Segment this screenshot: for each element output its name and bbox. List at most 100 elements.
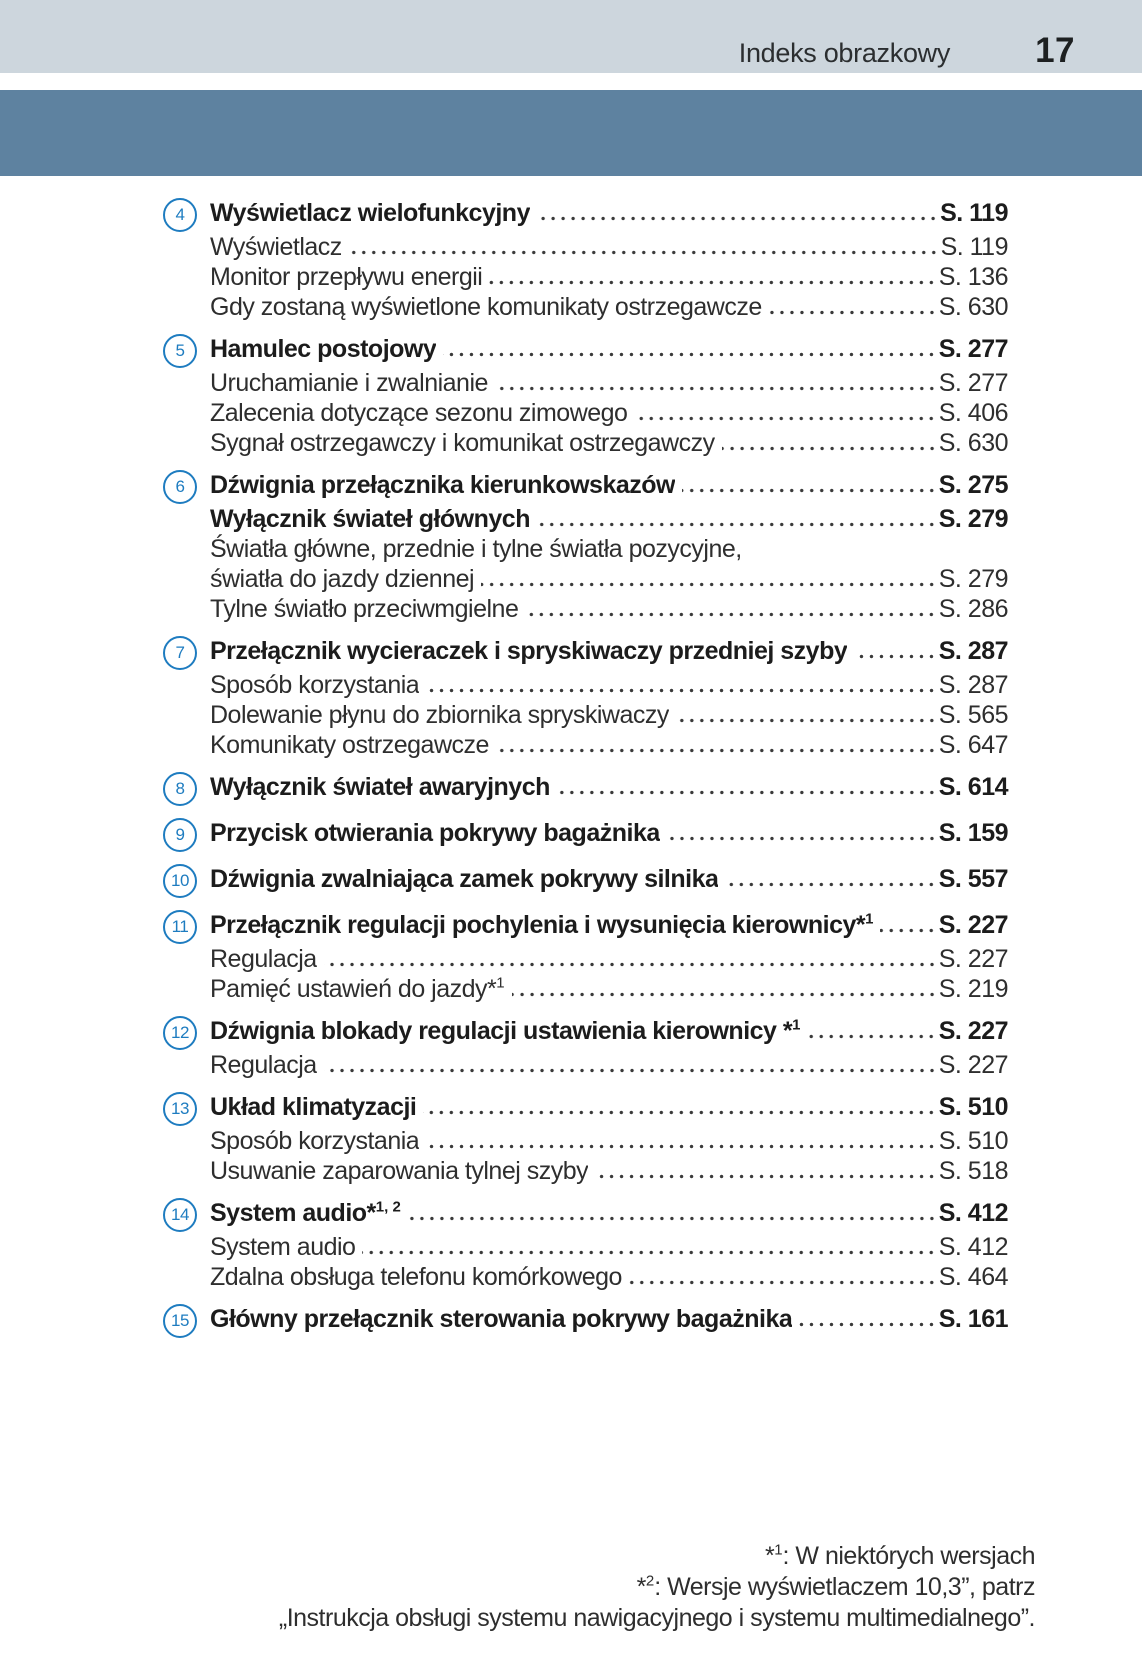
page-ref: S. 518	[938, 1157, 1009, 1185]
toc-entry-11: 11 Przełącznik regulacji pochylenia i wy…	[163, 910, 1009, 944]
page-ref: S. 275	[938, 471, 1009, 499]
subentry-label: Regulacja	[210, 945, 317, 973]
page-ref: S. 277	[938, 369, 1009, 397]
subentry-label: Światła główne, przednie i tylne światła…	[210, 535, 742, 563]
dotted-leader	[675, 718, 937, 723]
footnote-marker: 1	[774, 1541, 783, 1559]
subentry-label: Wyłącznik świateł głównych	[210, 505, 530, 533]
item-title: Przycisk otwierania pokrywy bagażnika	[210, 819, 660, 847]
page-ref: S. 287	[938, 637, 1009, 665]
subentry-label: System audio	[210, 1233, 356, 1261]
item-number-badge: 12	[163, 1016, 197, 1050]
subentry-label: Monitor przepływu energii	[210, 263, 483, 291]
dotted-leader	[536, 522, 937, 527]
dotted-leader	[768, 310, 937, 315]
item-title: Dźwignia zwalniająca zamek pokrywy silni…	[210, 865, 719, 893]
page-ref: S. 136	[938, 263, 1009, 291]
toc-entry-4: 4 Wyświetlacz wielofunkcyjny S. 119	[163, 198, 1008, 232]
item-number-badge: 14	[163, 1198, 197, 1232]
toc-subentry: Gdy zostaną wyświetlone komunikaty ostrz…	[163, 292, 1009, 322]
toc-entry-15: 15 Główny przełącznik sterowania pokrywy…	[163, 1304, 1009, 1338]
page-ref: S. 161	[938, 1305, 1009, 1333]
dotted-leader	[489, 280, 937, 285]
page-ref: S. 557	[938, 865, 1009, 893]
header-section-title: Indeks obrazkowy	[738, 38, 951, 68]
toc-subentry: Tylne światło przeciwmgielne S. 286	[163, 594, 1009, 624]
footnote-3: „Instrukcja obsługi systemu nawigacyjneg…	[278, 1604, 1036, 1632]
toc-entry-5: 5 Hamulec postojowy S. 277	[163, 334, 1009, 368]
item-title: Hamulec postojowy	[210, 335, 437, 363]
subentry-label: Sposób korzystania	[210, 1127, 420, 1155]
item-number-badge: 4	[163, 198, 197, 232]
subentry-label: Regulacja	[210, 1051, 317, 1079]
toc-subentry: Zalecenia dotyczące sezonu zimowego S. 4…	[163, 398, 1009, 428]
dotted-leader	[407, 1216, 937, 1221]
item-title: System audio*1, 2	[210, 1198, 401, 1227]
toc-subentry: Wyświetlacz S. 119	[163, 232, 1009, 262]
dotted-leader	[495, 748, 937, 753]
toc-subentry: Komunikaty ostrzegawcze S. 647	[163, 730, 1009, 760]
page-ref: S. 279	[938, 565, 1009, 593]
footnote-marker: 1	[792, 1016, 801, 1034]
subentry-label: Dolewanie płynu do zbiornika spryskiwacz…	[210, 701, 669, 729]
footnote-marker: 1	[865, 910, 874, 928]
item-number-badge: 15	[163, 1304, 197, 1338]
toc-subentry: Regulacja S. 227	[163, 1050, 1009, 1080]
toc-subentry: Sygnał ostrzegawczy i komunikat ostrzega…	[163, 428, 1009, 458]
subentry-label: Sygnał ostrzegawczy i komunikat ostrzega…	[210, 429, 715, 457]
page-ref: S. 227	[938, 911, 1009, 939]
dotted-leader	[348, 250, 939, 255]
page-ref: S. 119	[940, 199, 1008, 227]
dotted-leader	[362, 1250, 937, 1255]
subentry-label: Tylne światło przeciwmgielne	[210, 595, 519, 623]
header-page-number: 17	[1035, 31, 1075, 70]
item-number-badge: 5	[163, 334, 197, 368]
accent-band	[0, 90, 1142, 176]
dotted-leader	[628, 1280, 937, 1285]
toc-subentry: Sposób korzystania S. 287	[163, 670, 1009, 700]
dotted-leader	[423, 1110, 937, 1115]
page-ref: S. 630	[938, 293, 1009, 321]
footnotes-block: *1: W niektórych wersjach *2: Wersje wyś…	[163, 1541, 1036, 1634]
item-number-badge: 8	[163, 772, 197, 806]
page-ref: S. 464	[938, 1263, 1009, 1291]
page-ref: S. 647	[938, 731, 1009, 759]
toc-entry-7: 7 Przełącznik wycieraczek i spryskiwaczy…	[163, 636, 1009, 670]
page-ref: S. 287	[938, 671, 1009, 699]
item-number-badge: 10	[163, 864, 197, 898]
page-ref: S. 412	[938, 1233, 1009, 1261]
page-ref: S. 412	[938, 1199, 1009, 1227]
item-title: Główny przełącznik sterowania pokrywy ba…	[210, 1305, 793, 1333]
toc-entry-9: 9 Przycisk otwierania pokrywy bagażnika …	[163, 818, 1009, 852]
dotted-leader	[426, 1144, 937, 1149]
dotted-leader	[854, 654, 937, 659]
toc-subentry: Dolewanie płynu do zbiornika spryskiwacz…	[163, 700, 1009, 730]
page-ref: S. 406	[938, 399, 1009, 427]
dotted-leader	[681, 488, 937, 493]
page-ref: S. 286	[938, 595, 1009, 623]
page-ref: S. 227	[938, 1051, 1009, 1079]
dotted-leader	[721, 446, 937, 451]
toc-subentry: Regulacja S. 227	[163, 944, 1009, 974]
item-title: Wyświetlacz wielofunkcyjny	[210, 199, 530, 227]
subentry-label: światła do jazdy dziennej	[210, 565, 475, 593]
page-ref: S. 227	[938, 1017, 1009, 1045]
toc-subentry: Uruchamianie i zwalnianie S. 277	[163, 368, 1009, 398]
toc-entry-8: 8 Wyłącznik świateł awaryjnych S. 614	[163, 772, 1009, 806]
dotted-leader	[426, 688, 937, 693]
dotted-leader	[481, 582, 937, 587]
subentry-label: Komunikaty ostrzegawcze	[210, 731, 489, 759]
page-ref: S. 565	[938, 701, 1009, 729]
page-ref: S. 159	[938, 819, 1009, 847]
page-ref: S. 510	[938, 1093, 1009, 1121]
item-title: Przełącznik regulacji pochylenia i wysun…	[210, 910, 874, 939]
footnote-marker: 1, 2	[375, 1198, 401, 1216]
toc-entry-12: 12 Dźwignia blokady regulacji ustawienia…	[163, 1016, 1009, 1050]
page-ref: S. 279	[938, 505, 1009, 533]
toc-entry-6: 6 Dźwignia przełącznika kierunkowskazów …	[163, 470, 1009, 504]
dotted-leader	[799, 1322, 937, 1327]
item-title: Układ klimatyzacji	[210, 1093, 417, 1121]
footnote-2: *2: Wersje wyświetlaczem 10,3”, patrz	[636, 1572, 1036, 1601]
subentry-label: Zalecenia dotyczące sezonu zimowego	[210, 399, 628, 427]
toc-subentry: Sposób korzystania S. 510	[163, 1126, 1009, 1156]
